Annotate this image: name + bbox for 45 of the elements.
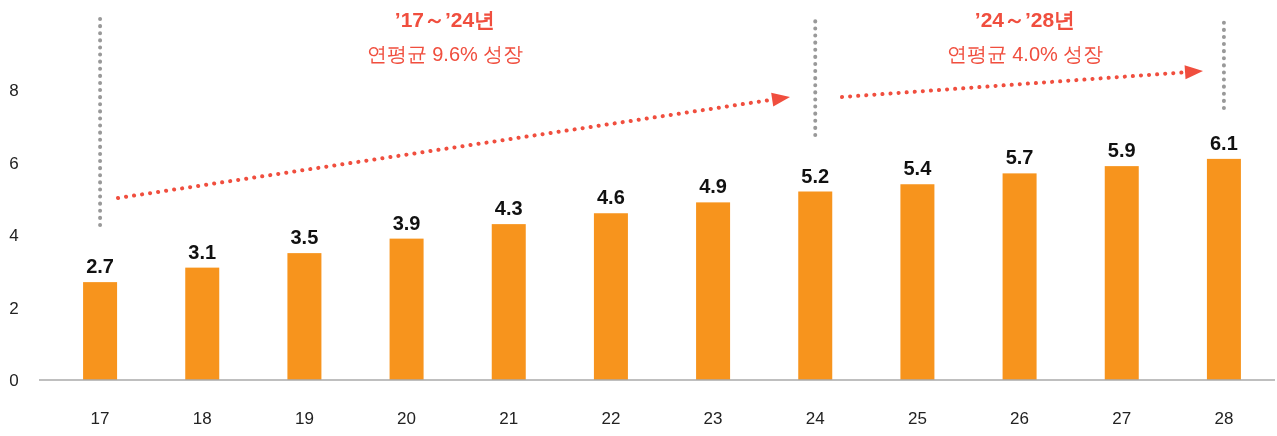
x-tick-label: 19 <box>294 409 314 428</box>
x-tick-label: 18 <box>192 409 212 428</box>
text: 연평균 4.0% 성장 <box>946 43 1104 65</box>
bar <box>696 202 731 380</box>
y-tick-label: 8 <box>9 81 19 100</box>
x-tick-label: 17 <box>90 409 110 428</box>
data-label: 2.7 <box>86 255 114 278</box>
x-tick-label: 23 <box>703 409 723 428</box>
data-label: 5.4 <box>903 157 933 180</box>
data-label: 4.6 <box>597 186 625 209</box>
bar <box>1206 158 1241 380</box>
data-label: 6.1 <box>1210 131 1238 154</box>
x-tick-label: 28 <box>1214 409 1234 428</box>
y-tick-label: 2 <box>9 298 19 318</box>
x-tick-label: 21 <box>499 409 519 428</box>
bar <box>798 191 833 380</box>
text: ’17～’24년 <box>394 8 496 31</box>
x-tick-label: 25 <box>907 409 927 428</box>
data-label: 5.9 <box>1107 139 1136 162</box>
data-label: 4.9 <box>699 175 727 198</box>
x-tick-label: 20 <box>397 409 417 428</box>
x-tick-label: 24 <box>805 409 825 428</box>
bar <box>1104 166 1139 380</box>
data-label: 4.3 <box>494 197 523 220</box>
bar <box>389 238 424 380</box>
y-tick-label: 6 <box>9 153 19 173</box>
x-tick-label: 26 <box>1010 409 1030 428</box>
data-label: 3.9 <box>392 211 421 234</box>
bar <box>900 184 935 380</box>
text: ’24～’28년 <box>974 8 1076 31</box>
bar <box>491 224 526 380</box>
data-label: 5.2 <box>801 164 830 187</box>
data-label: 3.1 <box>188 240 217 263</box>
y-tick-label: 0 <box>9 371 19 390</box>
bar <box>593 213 628 380</box>
bar <box>83 282 118 380</box>
x-tick-label: 22 <box>601 409 621 428</box>
y-tick-label: 4 <box>9 226 19 245</box>
bar <box>185 267 220 380</box>
data-label: 5.7 <box>1005 146 1034 169</box>
bar <box>287 253 322 380</box>
text: 연평균 9.6% 성장 <box>366 43 524 65</box>
data-label: 3.5 <box>290 226 319 249</box>
bar <box>1002 173 1037 380</box>
x-tick-label: 27 <box>1112 409 1132 428</box>
